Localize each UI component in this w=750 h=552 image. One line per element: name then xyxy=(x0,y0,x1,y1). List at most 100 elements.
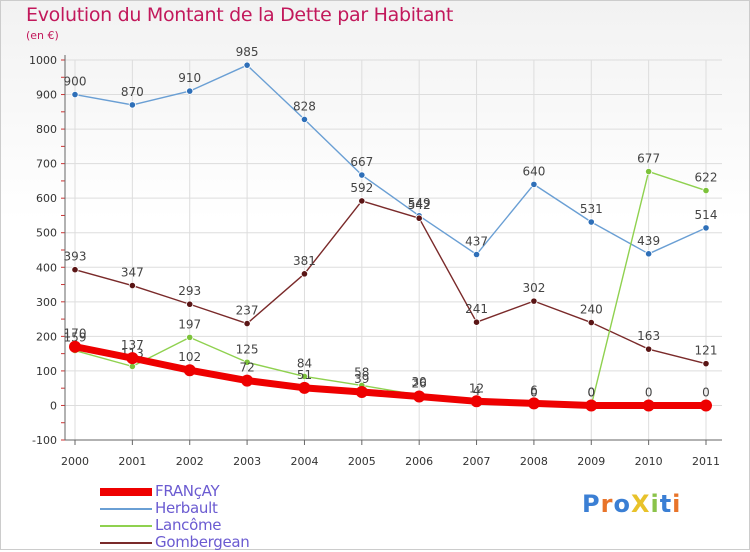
data-point-lanc-me xyxy=(645,167,653,176)
data-point-gombergean xyxy=(243,319,251,328)
data-label-herbault: 514 xyxy=(695,208,718,222)
data-label-lanc-me: 197 xyxy=(178,317,201,331)
data-point-fran-ay xyxy=(413,390,426,403)
data-label-herbault: 549 xyxy=(408,196,431,210)
chart-title: Evolution du Montant de la Dette par Hab… xyxy=(26,4,454,26)
data-label-fran-ay: 51 xyxy=(297,368,312,382)
data-point-herbault xyxy=(300,115,309,124)
data-point-fran-ay xyxy=(69,340,81,353)
data-label-fran-ay: 0 xyxy=(702,385,710,399)
x-tick-label: 2005 xyxy=(348,455,376,468)
data-label-lanc-me: 0 xyxy=(530,385,538,399)
data-label-fran-ay: 102 xyxy=(178,350,201,364)
data-point-herbault xyxy=(71,90,79,99)
legend-label: Lancôme xyxy=(155,516,222,534)
data-label-lanc-me: 30 xyxy=(412,375,427,389)
series-line-lanc-me xyxy=(74,170,707,407)
x-tick-label: 2009 xyxy=(577,455,605,468)
data-point-gombergean xyxy=(186,300,194,308)
legend-swatch xyxy=(100,508,152,510)
data-label-gombergean: 293 xyxy=(178,284,201,298)
legend-swatch xyxy=(100,542,152,544)
legend-swatch xyxy=(100,488,152,496)
y-tick-label: 500 xyxy=(36,227,57,240)
data-label-lanc-me: 622 xyxy=(695,171,718,185)
data-label-herbault: 531 xyxy=(580,202,603,216)
data-label-herbault: 870 xyxy=(121,85,144,99)
x-tick-label: 2010 xyxy=(635,455,663,468)
x-tick-label: 2000 xyxy=(61,455,89,468)
logo-letter: i xyxy=(672,490,682,518)
data-point-gombergean xyxy=(415,214,423,222)
data-point-gombergean xyxy=(645,345,653,353)
data-label-herbault: 828 xyxy=(293,99,316,113)
data-point-lanc-me xyxy=(243,358,251,366)
logo-letter: P xyxy=(582,490,601,518)
y-tick-label: 0 xyxy=(50,399,57,412)
data-point-herbault xyxy=(645,250,653,258)
data-label-gombergean: 241 xyxy=(465,302,488,316)
data-point-herbault xyxy=(128,101,136,109)
x-tick-label: 2003 xyxy=(233,455,261,468)
data-label-fran-ay: 0 xyxy=(645,385,653,399)
data-label-gombergean: 240 xyxy=(580,303,603,317)
legend-label: FRANçAY xyxy=(155,482,220,500)
logo-letter: t xyxy=(659,490,673,518)
data-label-herbault: 640 xyxy=(522,164,545,178)
unit-label: (en €) xyxy=(26,29,59,42)
y-tick-label: 400 xyxy=(36,261,57,274)
proxiti-logo: ProXiti xyxy=(582,490,681,518)
data-label-gombergean: 302 xyxy=(522,281,545,295)
data-label-gombergean: 381 xyxy=(293,254,316,268)
x-tick-label: 2004 xyxy=(290,455,318,468)
data-label-herbault: 439 xyxy=(637,234,660,248)
data-point-gombergean xyxy=(128,281,136,290)
data-point-fran-ay xyxy=(527,397,540,410)
data-label-fran-ay: 170 xyxy=(64,327,87,341)
data-point-gombergean xyxy=(472,318,481,326)
data-point-herbault xyxy=(186,87,194,95)
x-tick-label: 2002 xyxy=(176,455,204,468)
data-point-fran-ay xyxy=(470,395,483,408)
legend-label: Gombergean xyxy=(155,533,250,551)
data-point-herbault xyxy=(472,250,481,259)
data-point-lanc-me xyxy=(128,362,136,371)
data-label-lanc-me: 0 xyxy=(587,385,595,399)
data-point-fran-ay xyxy=(700,399,712,412)
data-point-lanc-me xyxy=(300,372,309,381)
logo-letter: i xyxy=(650,490,660,518)
data-label-fran-ay: 137 xyxy=(121,338,144,352)
data-point-herbault xyxy=(530,180,538,188)
data-point-lanc-me xyxy=(186,333,194,341)
x-tick-label: 2006 xyxy=(405,455,433,468)
logo-letter: r xyxy=(600,490,614,518)
data-label-lanc-me: 677 xyxy=(637,152,660,166)
y-tick-label: 800 xyxy=(36,123,57,136)
data-point-herbault xyxy=(358,171,366,179)
y-tick-label: 1000 xyxy=(29,54,57,67)
x-tick-label: 2008 xyxy=(520,455,548,468)
y-tick-label: 900 xyxy=(36,89,57,102)
y-tick-label: 100 xyxy=(36,365,57,378)
data-point-fran-ay xyxy=(126,352,139,365)
logo-letter: o xyxy=(613,490,631,518)
data-point-fran-ay xyxy=(298,381,311,394)
data-label-fran-ay: 26 xyxy=(412,376,427,390)
data-label-gombergean: 347 xyxy=(121,266,144,280)
data-label-fran-ay: 0 xyxy=(587,385,595,399)
data-label-herbault: 900 xyxy=(64,75,87,89)
data-label-lanc-me: 125 xyxy=(236,342,259,356)
data-label-herbault: 667 xyxy=(350,155,373,169)
data-label-lanc-me: 84 xyxy=(297,356,312,370)
data-label-fran-ay: 72 xyxy=(239,361,254,375)
data-point-herbault xyxy=(243,61,251,69)
data-point-herbault xyxy=(702,224,710,232)
data-label-gombergean: 237 xyxy=(236,304,259,318)
data-point-herbault xyxy=(587,218,595,226)
data-label-herbault: 985 xyxy=(236,45,259,59)
y-tick-label: -100 xyxy=(32,434,57,447)
x-tick-label: 2007 xyxy=(463,455,491,468)
data-label-gombergean: 121 xyxy=(695,344,718,358)
data-label-fran-ay: 39 xyxy=(354,372,369,386)
